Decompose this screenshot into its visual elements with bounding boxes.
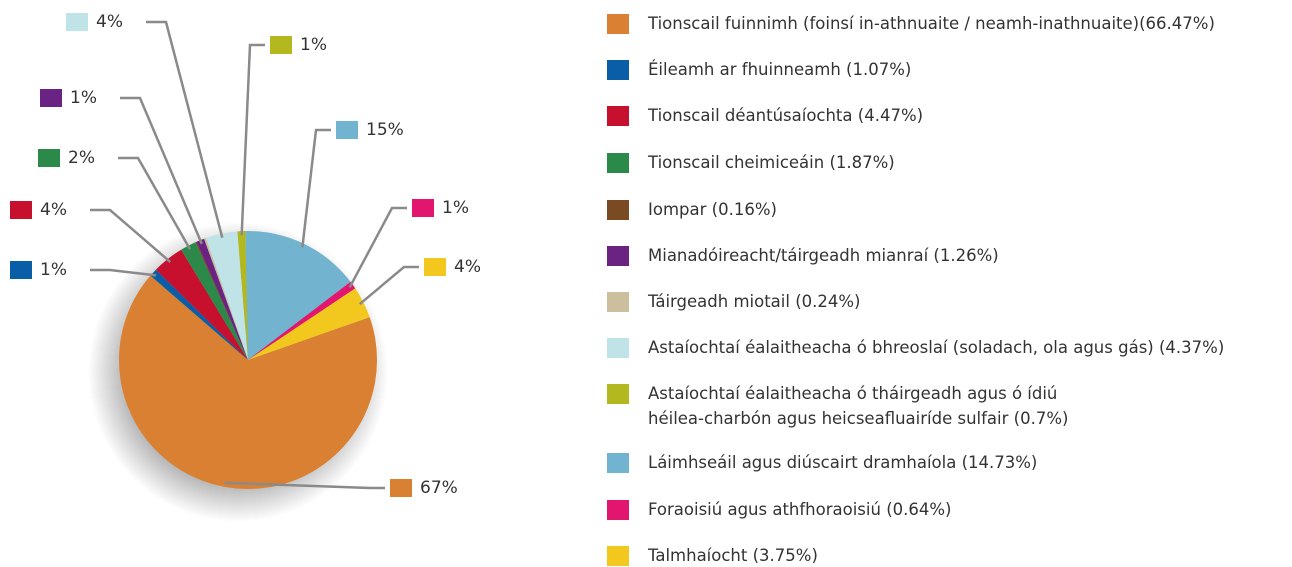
legend-label: Talmhaíocht (3.75%) bbox=[648, 546, 818, 565]
legend-item: Astaíochtaí éalaitheacha ó bhreoslaí (so… bbox=[607, 336, 1224, 360]
legend-label: Tionscail déantúsaíochta (4.47%) bbox=[648, 106, 924, 125]
pie-slice bbox=[248, 281, 356, 360]
legend-label: Mianadóireacht/táirgeadh mianraí (1.26%) bbox=[648, 246, 999, 265]
pie-slice bbox=[118, 275, 377, 489]
legend-swatch bbox=[607, 246, 629, 266]
label-swatch bbox=[38, 149, 60, 167]
pie-slice bbox=[181, 242, 248, 360]
label-swatch bbox=[40, 89, 62, 107]
data-label: 4% bbox=[454, 257, 481, 277]
leader-line bbox=[224, 481, 385, 490]
legend-item: Mianadóireacht/táirgeadh mianraí (1.26%) bbox=[607, 244, 999, 268]
data-label: 1% bbox=[300, 35, 327, 55]
data-label: 4% bbox=[96, 12, 123, 32]
leader-line bbox=[358, 265, 419, 306]
legend-label: Iompar (0.16%) bbox=[648, 200, 777, 219]
label-swatch bbox=[270, 36, 292, 54]
data-label: 1% bbox=[70, 88, 97, 108]
pie-slice bbox=[237, 231, 248, 360]
pie-slice bbox=[245, 230, 351, 360]
pie-slice bbox=[204, 238, 248, 360]
legend-item: Táirgeadh miotail (0.24%) bbox=[607, 290, 861, 314]
legend-label: Foraoisiú agus athfhoraoisiú (0.64%) bbox=[648, 500, 952, 519]
legend-item: Tionscail cheimiceáin (1.87%) bbox=[607, 151, 895, 175]
legend-label: Astaíochtaí éalaitheacha ó bhreoslaí (so… bbox=[648, 338, 1225, 357]
data-label: 4% bbox=[40, 200, 67, 220]
legend-label: Láimhseáil agus diúscairt dramhaíola (14… bbox=[648, 453, 1038, 472]
legend-swatch bbox=[607, 153, 629, 173]
label-swatch bbox=[10, 201, 32, 219]
legend-swatch bbox=[607, 106, 629, 126]
pie-slice bbox=[248, 288, 370, 360]
data-label: 1% bbox=[40, 260, 67, 280]
leader-line bbox=[120, 96, 203, 245]
legend-label: Tionscail fuinnimh (foinsí in-athnuaite … bbox=[648, 14, 1215, 33]
leader-line bbox=[118, 156, 192, 250]
leader-line bbox=[240, 43, 265, 236]
label-swatch bbox=[336, 121, 358, 139]
legend-swatch bbox=[607, 14, 629, 34]
pie-slice bbox=[155, 249, 248, 360]
label-swatch bbox=[10, 261, 32, 279]
data-label: 2% bbox=[68, 148, 95, 168]
legend-swatch bbox=[607, 546, 629, 566]
legend-item: Tionscail déantúsaíochta (4.47%) bbox=[607, 104, 923, 128]
pie-slice bbox=[195, 241, 248, 360]
legend-swatch bbox=[607, 200, 629, 220]
legend-label: Éileamh ar fhuinneamh (1.07%) bbox=[648, 60, 912, 79]
legend-item: Astaíochtaí éalaitheacha ó tháirgeadh ag… bbox=[607, 382, 1068, 431]
leader-line bbox=[90, 208, 172, 263]
data-label: 15% bbox=[366, 120, 404, 140]
label-swatch bbox=[412, 199, 434, 217]
legend-label: Tionscail cheimiceáin (1.87%) bbox=[648, 153, 895, 172]
leader-line bbox=[348, 206, 407, 288]
legend-swatch bbox=[607, 60, 629, 80]
pie-slice bbox=[150, 269, 248, 360]
legend-item: Iompar (0.16%) bbox=[607, 198, 777, 222]
label-swatch bbox=[66, 13, 88, 31]
legend-item: Tionscail fuinnimh (foinsí in-athnuaite … bbox=[607, 12, 1215, 36]
legend-item: Talmhaíocht (3.75%) bbox=[607, 544, 818, 567]
leader-line bbox=[146, 20, 224, 238]
data-label: 1% bbox=[442, 198, 469, 218]
legend-swatch bbox=[607, 292, 629, 312]
legend-item: Éileamh ar fhuinneamh (1.07%) bbox=[607, 58, 911, 82]
legend-swatch bbox=[607, 500, 629, 520]
pie-slice bbox=[205, 231, 248, 360]
legend-item: Foraoisiú agus athfhoraoisiú (0.64%) bbox=[607, 498, 952, 522]
label-swatch bbox=[424, 258, 446, 276]
pie-slice bbox=[196, 238, 248, 360]
legend-item: Láimhseáil agus diúscairt dramhaíola (14… bbox=[607, 451, 1037, 475]
data-label: 67% bbox=[420, 478, 458, 498]
legend-label: Astaíochtaí éalaitheacha ó tháirgeadh ag… bbox=[648, 384, 1069, 428]
label-swatch bbox=[390, 479, 412, 497]
leader-line bbox=[90, 268, 157, 277]
pie-area: 67% 1% 4% 2% 1% 4% 1% 15% 1% 4% bbox=[10, 12, 481, 522]
legend-swatch bbox=[607, 453, 629, 473]
legend-swatch bbox=[607, 384, 629, 404]
legend-label: Táirgeadh miotail (0.24%) bbox=[648, 292, 861, 311]
leader-line bbox=[301, 128, 331, 248]
legend-swatch bbox=[607, 338, 629, 358]
